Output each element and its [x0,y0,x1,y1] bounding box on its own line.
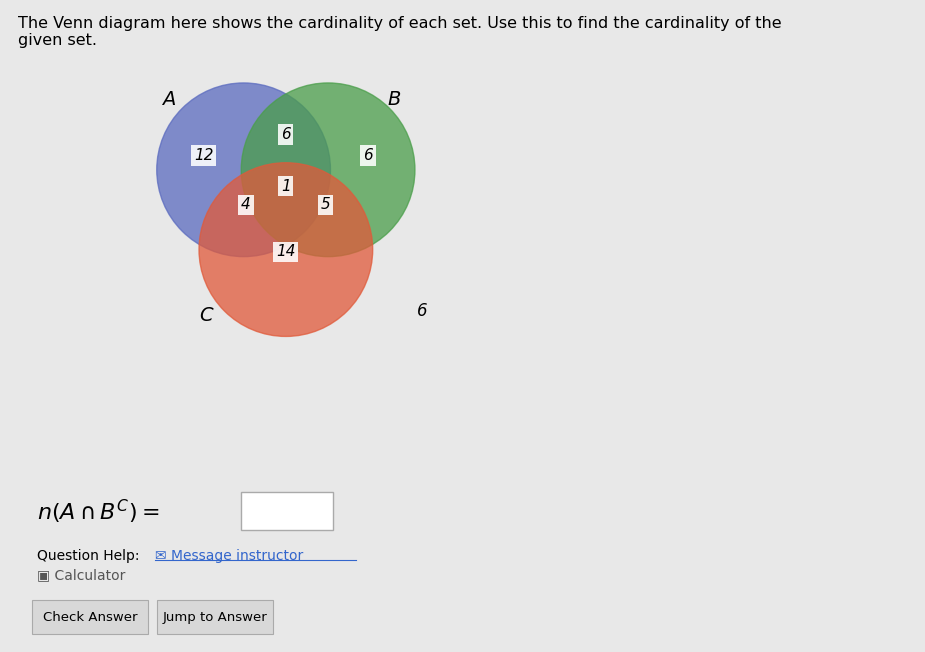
Text: 4: 4 [241,198,251,213]
Text: 1: 1 [281,179,290,194]
Text: 12: 12 [194,148,214,163]
Text: C: C [199,306,213,325]
Text: Jump to Answer: Jump to Answer [163,611,267,624]
FancyBboxPatch shape [240,492,333,530]
Text: 6: 6 [281,127,290,142]
Text: given set.: given set. [18,33,97,48]
Text: A: A [162,90,175,109]
Circle shape [199,163,373,336]
Text: ▣ Calculator: ▣ Calculator [37,568,126,582]
FancyBboxPatch shape [32,600,148,634]
Text: $n\left(A \cap B^{C}\right) =$: $n\left(A \cap B^{C}\right) =$ [37,497,159,526]
Text: B: B [388,90,401,109]
Text: 6: 6 [416,302,427,319]
Text: 6: 6 [364,148,373,163]
Text: Check Answer: Check Answer [43,611,138,624]
Circle shape [156,83,330,257]
Text: 14: 14 [276,244,296,259]
Text: ✉ Message instructor: ✉ Message instructor [155,548,303,563]
Text: Question Help:: Question Help: [37,548,144,563]
Text: 5: 5 [321,198,330,213]
Text: The Venn diagram here shows the cardinality of each set. Use this to find the ca: The Venn diagram here shows the cardinal… [18,16,783,31]
FancyBboxPatch shape [157,600,273,634]
Circle shape [241,83,415,257]
